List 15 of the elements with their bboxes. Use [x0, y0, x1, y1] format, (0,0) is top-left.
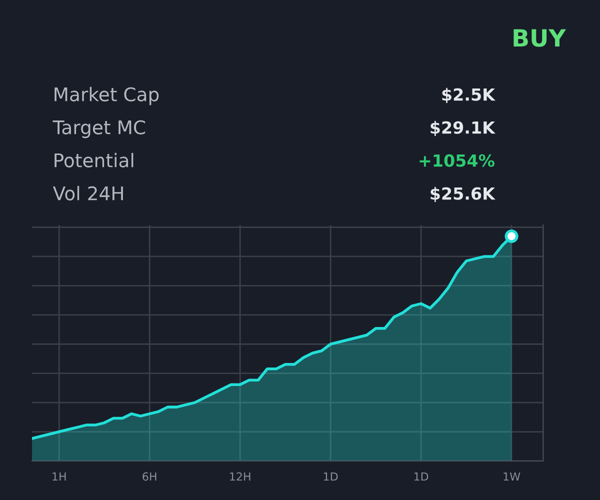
- text: $2.5K: [442, 88, 496, 104]
- x-tick-label: 1D: [324, 472, 338, 481]
- text: Target MC: [52, 120, 146, 138]
- text: Vol 24H: [52, 186, 123, 200]
- x-tick-label: 1H: [52, 472, 66, 481]
- text: +1054%: [420, 154, 494, 167]
- x-tick-label: 1W: [504, 472, 520, 481]
- x-tick-label: 1D: [414, 472, 428, 481]
- text: Market Cap: [54, 86, 159, 106]
- x-tick-label: 6H: [142, 472, 156, 481]
- text: $25.6K: [430, 186, 496, 202]
- text: BUY: [514, 29, 566, 47]
- text: Potential: [54, 152, 134, 168]
- x-tick-label: 12H: [230, 472, 250, 481]
- text: $29.1K: [430, 120, 496, 136]
